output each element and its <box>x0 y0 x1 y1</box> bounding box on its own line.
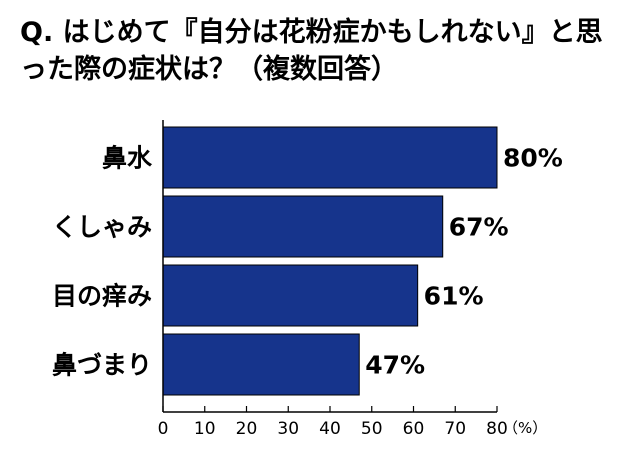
bar-3 <box>162 264 419 327</box>
value-label-4: 47% <box>365 351 425 380</box>
category-label-3: 目の痒み <box>52 282 152 311</box>
bars-group <box>162 126 498 396</box>
x-axis-unit: （%） <box>503 419 547 437</box>
value-label-3: 61% <box>424 282 484 311</box>
bar-2 <box>162 195 444 258</box>
category-label-2: くしゃみ <box>52 213 152 242</box>
x-tick-label-0: 0 <box>158 419 169 439</box>
x-tick-label-30: 30 <box>277 419 299 439</box>
x-tick-label-40: 40 <box>319 419 341 439</box>
value-labels-group: 80% 67% 61% 47% <box>365 144 563 380</box>
bar-1 <box>162 126 498 189</box>
value-label-2: 67% <box>449 213 509 242</box>
x-tick-label-20: 20 <box>236 419 258 439</box>
value-label-1: 80% <box>503 144 563 173</box>
chart-title: Q. はじめて『自分は花粉症かもしれない』と思った際の症状は？（複数回答） <box>20 17 603 85</box>
x-axis: 0 10 20 30 40 50 60 70 80（%） <box>158 120 547 439</box>
x-tick-label-10: 10 <box>194 419 216 439</box>
category-label-4: 鼻づまり <box>52 351 152 380</box>
x-tick-label-80: 80 <box>486 419 508 439</box>
x-tick-label-60: 60 <box>403 419 425 439</box>
bar-4 <box>162 333 360 396</box>
category-label-1: 鼻水 <box>102 144 153 173</box>
x-tick-label-70: 70 <box>444 419 466 439</box>
x-tick-label-50: 50 <box>361 419 383 439</box>
